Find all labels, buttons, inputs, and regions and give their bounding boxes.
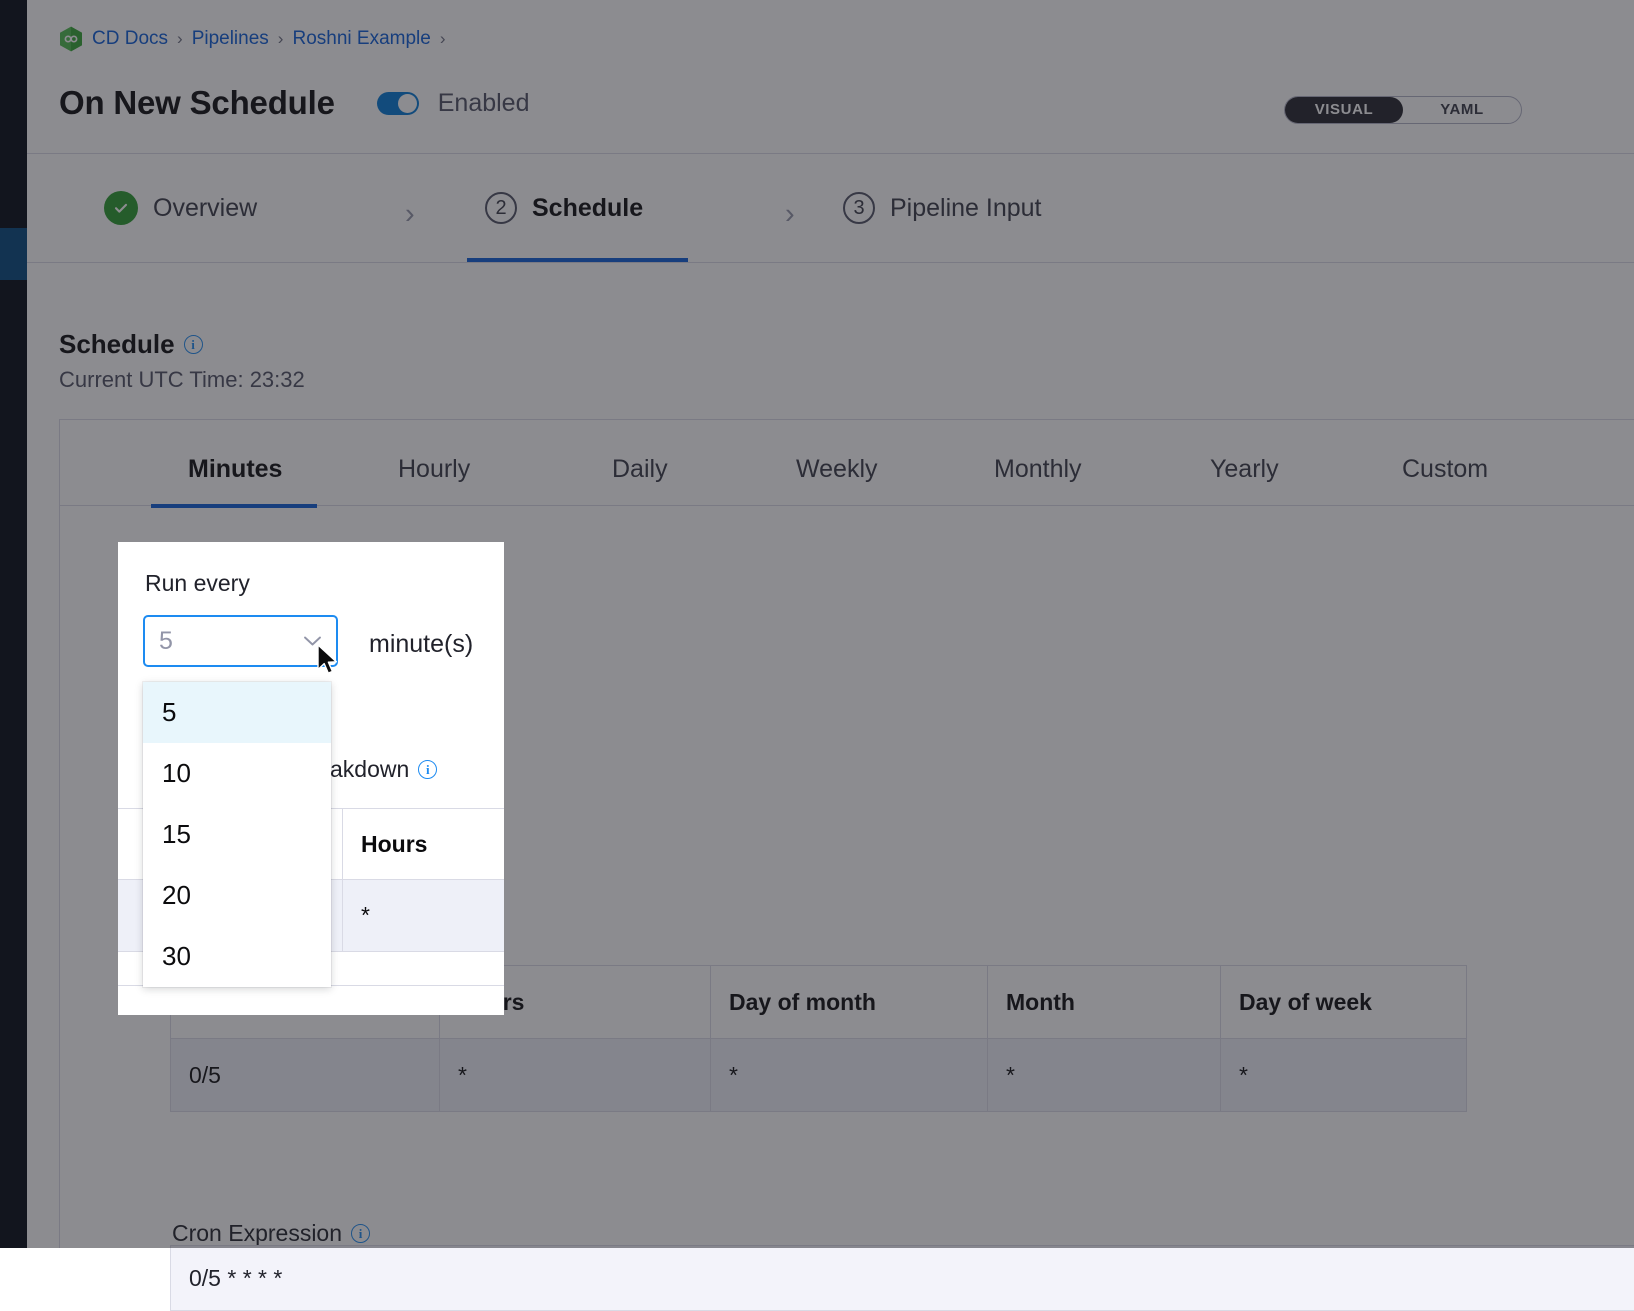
cron-expression-value: 0/5 * * * * (170, 1245, 1634, 1311)
wizard-step-schedule[interactable]: 2 Schedule (466, 154, 689, 262)
schedule-section-header: Schedule i (59, 329, 203, 360)
tab-daily[interactable]: Daily (612, 455, 668, 483)
breadcrumb-separator-trailing: › (439, 29, 446, 48)
info-icon[interactable]: i (183, 335, 203, 354)
breadcrumb-separator: › (277, 29, 284, 48)
cell-minutes: 0/5 (170, 1038, 440, 1112)
breadcrumb-link-2[interactable]: Roshni Example (292, 28, 431, 49)
check-circle-icon (104, 191, 138, 225)
dropdown-option-15[interactable]: 15 (162, 819, 191, 849)
dropdown-option-20[interactable]: 20 (162, 880, 191, 910)
chevron-right-icon: › (405, 198, 415, 230)
dropdown-option-10[interactable]: 10 (162, 758, 191, 788)
tab-minutes[interactable]: Minutes (150, 455, 319, 508)
step-number-badge: 3 (843, 192, 875, 224)
tab-custom[interactable]: Custom (1402, 455, 1489, 483)
dropdown-option-5[interactable]: 5 (143, 682, 331, 743)
spot-unit-label: minute(s) (369, 630, 474, 658)
wizard-step-label: Pipeline Input (890, 193, 1042, 222)
breadcrumb-link-1[interactable]: Pipelines (191, 28, 269, 49)
table-row: 0/5 * * * * (170, 1038, 1467, 1112)
tab-weekly[interactable]: Weekly (796, 455, 878, 483)
cell-day-of-month: * (710, 1038, 988, 1112)
left-nav-rail[interactable] (0, 0, 27, 1248)
wizard-step-pipeline-input[interactable]: 3 Pipeline Input (843, 154, 1042, 262)
frequency-tabs: Minutes Hourly Daily Weekly Monthly Year… (60, 420, 1634, 508)
run-every-dropdown-menu[interactable]: 5 10 15 20 30 (143, 682, 331, 987)
breadcrumb-link-0[interactable]: CD Docs (92, 28, 169, 49)
wizard-step-label: Overview (153, 193, 258, 222)
column-header-day-of-week: Day of week (1220, 965, 1467, 1039)
view-mode-toggle[interactable]: VISUAL YAML (1284, 96, 1522, 124)
info-icon[interactable]: i (351, 1224, 371, 1243)
view-mode-yaml[interactable]: YAML (1440, 101, 1484, 118)
chevron-down-icon (304, 636, 321, 646)
enabled-toggle[interactable] (376, 91, 419, 115)
cell-hours: * (439, 1038, 711, 1112)
chevron-right-icon: › (785, 198, 795, 230)
breadcrumb-separator: › (177, 29, 183, 48)
wizard-steps: Overview › 2 Schedule › 3 Pipeline Input (27, 154, 1634, 263)
tab-hourly[interactable]: Hourly (398, 455, 471, 483)
info-icon[interactable]: i (418, 760, 438, 779)
page-header: CD Docs › Pipelines › Roshni Example › O… (27, 0, 1634, 154)
cron-expression-header: Cron Expression i (172, 1220, 371, 1247)
cell-day-of-week: * (1220, 1038, 1467, 1112)
toggle-knob (397, 93, 417, 113)
column-header-month: Month (987, 965, 1221, 1039)
spot-cron-breakdown-header: akdown i (330, 756, 438, 783)
title-row: On New Schedule Enabled (59, 84, 529, 122)
spot-column-header-hours: Hours (342, 809, 504, 879)
enabled-toggle-label: Enabled (437, 88, 530, 117)
current-utc-time: Current UTC Time: 23:32 (59, 367, 305, 392)
step-number-badge: 2 (485, 192, 517, 224)
tab-monthly[interactable]: Monthly (994, 455, 1082, 483)
spot-run-every-select[interactable]: 5 (143, 615, 338, 667)
wizard-step-label: Schedule (532, 193, 644, 222)
spot-cron-breakdown-label-fragment: akdown (330, 756, 410, 782)
left-nav-rail-active-item[interactable] (0, 228, 27, 280)
cell-month: * (987, 1038, 1221, 1112)
harness-cd-hexagon-icon (60, 26, 82, 52)
section-title: Schedule (59, 329, 175, 359)
spot-run-every-label: Run every (145, 570, 250, 596)
page-title: On New Schedule (59, 84, 335, 121)
spot-select-value: 5 (159, 626, 173, 655)
column-header-day-of-month: Day of month (710, 965, 988, 1039)
spot-cell-hours: * (342, 880, 504, 951)
breadcrumb: CD Docs › Pipelines › Roshni Example › (59, 26, 454, 52)
cron-expression-label: Cron Expression (172, 1220, 343, 1246)
tab-yearly[interactable]: Yearly (1210, 455, 1279, 483)
wizard-step-overview[interactable]: Overview (104, 154, 257, 262)
view-mode-visual[interactable]: VISUAL (1285, 97, 1403, 123)
dropdown-option-30[interactable]: 30 (162, 941, 191, 971)
mouse-pointer-icon (317, 644, 338, 674)
